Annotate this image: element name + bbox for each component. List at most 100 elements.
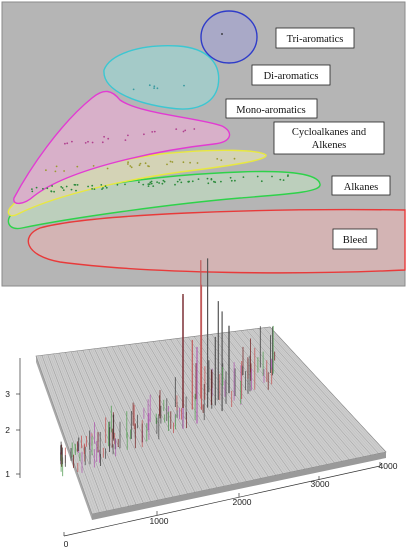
scatter-point (66, 142, 69, 145)
grid-line (238, 330, 347, 461)
scatter-point (175, 128, 178, 131)
scatter-point (138, 181, 140, 184)
grid-line (102, 347, 176, 497)
scatter-point (180, 181, 183, 184)
scatter-point (76, 184, 79, 186)
scatter-point (214, 181, 217, 184)
x-tick-label: 0 (64, 539, 69, 549)
scatter-point (287, 175, 289, 178)
scatter-point (148, 183, 151, 186)
grid-line (47, 354, 107, 511)
scatter-point (158, 182, 161, 184)
grid-line (131, 344, 213, 489)
grid-line (41, 355, 100, 513)
label-di-aromatics: Di-aromatics (251, 64, 331, 86)
grid-line (211, 334, 313, 468)
x-tick-label: 2000 (233, 497, 252, 507)
scatter-point (127, 134, 129, 137)
grid-line (150, 341, 237, 484)
z-tick-label: 2 (5, 425, 10, 435)
grid-line (39, 355, 98, 514)
grid-line (197, 335, 296, 472)
scatter-point (233, 157, 236, 160)
grid-line (252, 329, 365, 457)
scatter-point (221, 33, 223, 35)
grid-line (133, 343, 215, 489)
grid-line (166, 339, 257, 480)
grid-line (66, 352, 132, 506)
scatter-point (106, 167, 109, 170)
scatter-point (130, 166, 133, 169)
grid-line (43, 354, 103, 512)
scatter-point (54, 170, 57, 173)
grid-line (61, 352, 125, 508)
surface-plot: 1 2 3 0 1000 2000 3000 4000 (5, 258, 398, 549)
grid-line (228, 331, 335, 464)
scatter-point (42, 187, 44, 190)
scatter-point (103, 135, 105, 138)
grid-line (96, 348, 169, 499)
scatter-point (149, 181, 152, 184)
scatter-point (138, 164, 141, 167)
scatter-point (107, 137, 110, 140)
grid-line (246, 329, 357, 459)
scatter-point (91, 141, 94, 144)
grid-line (139, 343, 222, 487)
grid-line (125, 344, 205, 491)
scatter-point (178, 178, 181, 181)
scatter-point (65, 185, 68, 188)
grid-line (193, 336, 291, 473)
grid-line (146, 342, 232, 485)
svg-text:Cycloalkanes and: Cycloalkanes and (292, 127, 367, 138)
scatter-point (174, 183, 176, 186)
scatter-point (161, 182, 164, 185)
grid-line (172, 338, 264, 478)
grid-line (127, 344, 208, 490)
contour-plot: Tri-aromatics Di-aromatics Mono-aromatic… (1, 1, 406, 287)
scatter-point (184, 129, 187, 132)
grid-line (143, 342, 227, 486)
grid-line (57, 353, 120, 509)
grid-line (203, 335, 303, 470)
grid-line (260, 328, 374, 455)
scatter-point (148, 84, 151, 87)
scatter-point (76, 165, 79, 168)
scatter-point (92, 165, 95, 167)
grid-line (148, 341, 235, 485)
grid-line (82, 350, 152, 502)
grid-line (256, 328, 370, 456)
scatter-point (73, 183, 76, 186)
scatter-point (93, 188, 96, 191)
scatter-point (156, 181, 159, 184)
scatter-point (282, 179, 285, 182)
grid-line (152, 341, 240, 484)
scatter-point (132, 88, 135, 91)
scatter-point (53, 190, 55, 193)
scatter-point (50, 190, 53, 193)
scatter-point (63, 170, 65, 172)
grid-line (68, 351, 134, 506)
scatter-point (71, 140, 73, 143)
grid-line (76, 350, 144, 504)
grid-line (180, 337, 274, 476)
grid-line (158, 340, 247, 482)
scatter-point (124, 183, 126, 186)
grid-line (217, 333, 321, 467)
grid-line (195, 336, 294, 472)
grid-line (37, 355, 95, 514)
scatter-point (196, 162, 199, 164)
grid-line (215, 333, 318, 467)
scatter-point (84, 142, 87, 144)
grid-line (92, 348, 164, 500)
grid-line (269, 326, 387, 453)
grid-line (113, 346, 191, 494)
grid-line (267, 327, 384, 453)
grid-line (209, 334, 311, 469)
grid-line (88, 349, 159, 501)
scatter-point (46, 187, 49, 190)
scatter-point (193, 128, 196, 130)
grid-line (178, 338, 272, 477)
grid-line (107, 346, 183, 496)
scatter-point (234, 179, 236, 182)
scatter-point (169, 160, 172, 163)
